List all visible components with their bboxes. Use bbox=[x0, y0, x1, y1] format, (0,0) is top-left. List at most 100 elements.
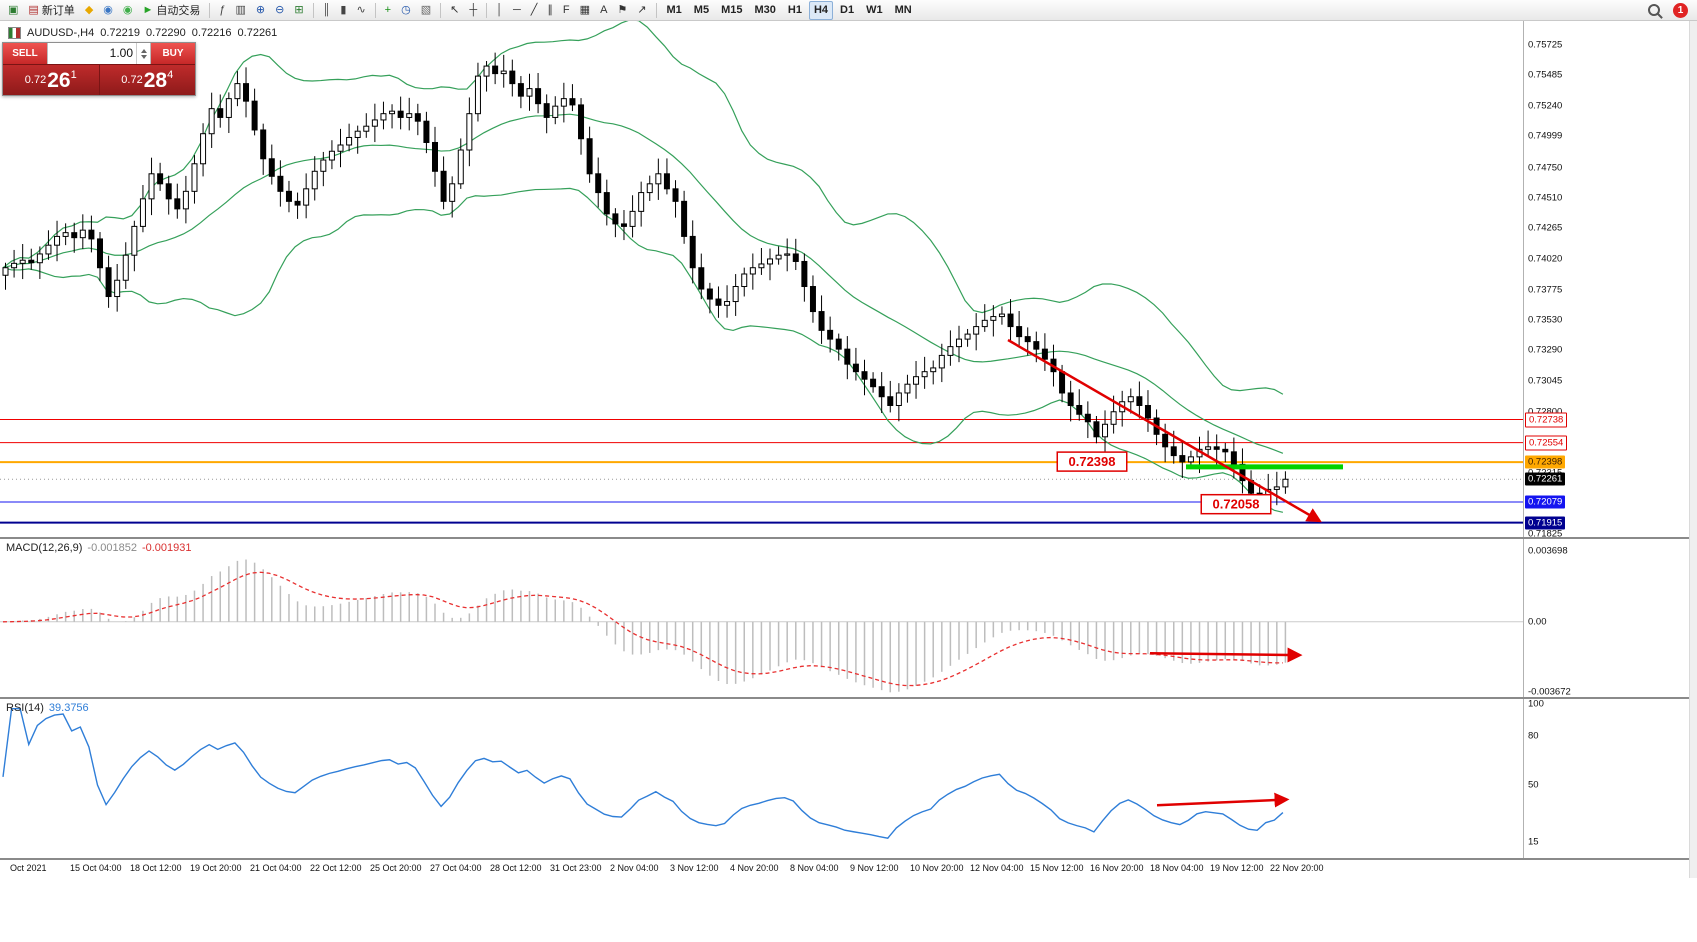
volume-value[interactable]: 1.00 bbox=[109, 46, 133, 60]
price-axis-label: 0.74510 bbox=[1528, 192, 1563, 204]
time-axis-label: 25 Oct 20:00 bbox=[370, 863, 422, 873]
mql5-market-button[interactable]: ◆ bbox=[81, 1, 97, 20]
crosshair-button[interactable]: ┼ bbox=[465, 1, 481, 20]
indicators-button-icon: ƒ bbox=[219, 3, 226, 16]
time-axis-label: 3 Nov 12:00 bbox=[670, 863, 719, 873]
autotrading-button[interactable]: ► 自动交易 bbox=[139, 1, 205, 20]
main-chart-canvas[interactable]: 0.72398 0.72058 bbox=[0, 21, 1523, 537]
shapes-button[interactable]: ▦ bbox=[576, 1, 594, 20]
channel-button[interactable]: ∥ bbox=[543, 1, 557, 20]
template-button-icon: ▧ bbox=[420, 3, 432, 16]
right-scrollbar[interactable] bbox=[1689, 21, 1697, 878]
sell-price-button[interactable]: 0.72 26 1 bbox=[3, 65, 99, 95]
cursor-button[interactable]: ↖ bbox=[446, 1, 463, 20]
time-axis[interactable]: Oct 2021 15 Oct 04:00 18 Oct 12:00 19 Oct 2… bbox=[0, 858, 1697, 878]
macd-label: MACD(12,26,9) -0.001852 -0.001931 bbox=[6, 542, 192, 554]
time-axis-label: Oct 2021 bbox=[10, 863, 47, 873]
zoom-out-button[interactable]: ⊖ bbox=[271, 1, 288, 20]
search-button[interactable] bbox=[1644, 1, 1664, 20]
price-axis-label: 0.74020 bbox=[1528, 253, 1563, 265]
timeframe-w1[interactable]: W1 bbox=[861, 1, 888, 20]
timeframe-h1-label: H1 bbox=[787, 4, 802, 16]
bar-chart-button[interactable]: ║ bbox=[319, 1, 335, 20]
chart-low: 0.72216 bbox=[191, 27, 232, 39]
indicators-button[interactable]: ƒ bbox=[215, 1, 229, 20]
one-click-trading-panel: SELL 1.00 BUY 0.72 26 1 0.72 28 4 bbox=[2, 42, 196, 96]
macd-main-value: -0.001852 bbox=[87, 542, 137, 554]
notification-badge[interactable]: 1 bbox=[1673, 2, 1688, 18]
spinner-up-icon[interactable] bbox=[140, 48, 147, 53]
sell-price-sup: 1 bbox=[70, 69, 77, 81]
buy-button[interactable]: BUY bbox=[151, 43, 195, 64]
toolbar-separator bbox=[486, 2, 488, 18]
time-axis-label: 9 Nov 12:00 bbox=[850, 863, 899, 873]
vertical-line-button[interactable]: │ bbox=[492, 1, 507, 20]
zoom-in-button[interactable]: ⊕ bbox=[252, 1, 269, 20]
tile-windows-button[interactable]: ⊞ bbox=[290, 1, 307, 20]
add-indicator-button[interactable]: + bbox=[381, 1, 395, 20]
zoom-in-button-icon: ⊕ bbox=[255, 3, 266, 16]
time-axis-label: 16 Nov 20:00 bbox=[1090, 863, 1144, 873]
spinner-down-icon[interactable] bbox=[140, 54, 147, 59]
trendline-button[interactable]: ╱ bbox=[527, 1, 542, 20]
price-axis[interactable]: 0.75725 0.75485 0.75240 0.74999 0.74750 0.745… bbox=[1523, 21, 1697, 537]
timeframe-m1[interactable]: M1 bbox=[662, 1, 687, 20]
price-axis-label: 0.71825 bbox=[1528, 528, 1563, 537]
macd-canvas[interactable] bbox=[0, 539, 1523, 697]
timeframe-m30[interactable]: M30 bbox=[749, 1, 780, 20]
macd-axis[interactable]: 0.003698 0.00 -0.003672 bbox=[1523, 539, 1697, 697]
rsi-canvas[interactable] bbox=[0, 699, 1523, 858]
timeframe-d1[interactable]: D1 bbox=[835, 1, 859, 20]
toolbar-right: 1 bbox=[1643, 1, 1694, 20]
trendline-button-icon: ╱ bbox=[530, 3, 538, 16]
price-line-tag: 0.72738 bbox=[1525, 412, 1568, 428]
price-axis-label: 0.74999 bbox=[1528, 130, 1563, 142]
community-button[interactable]: ◉ bbox=[119, 1, 137, 20]
chart-open: 0.72219 bbox=[100, 27, 140, 39]
data-window-button[interactable]: ▥ bbox=[232, 1, 250, 20]
timeframe-m1-label: M1 bbox=[666, 4, 682, 16]
macd-pane: 0.003698 0.00 -0.003672 MACD(12,26,9) -0.0… bbox=[0, 537, 1697, 697]
macd-axis-label: 0.003698 bbox=[1528, 545, 1568, 557]
new-order-button-label: 新订单 bbox=[41, 5, 75, 17]
trade-panel-prices: 0.72 26 1 0.72 28 4 bbox=[3, 64, 195, 95]
timeframe-h4[interactable]: H4 bbox=[808, 0, 833, 20]
new-chart-button[interactable]: ▣ bbox=[4, 1, 22, 20]
main-chart-pane: 0.72398 0.72058 0.75725 0.75485 0.75240 0.74… bbox=[0, 21, 1697, 537]
rsi-axis-label: 50 bbox=[1528, 779, 1539, 791]
toolbar-separator bbox=[655, 2, 657, 18]
candlestick-chart-button[interactable]: ▮ bbox=[336, 1, 350, 20]
time-axis-label: 21 Oct 04:00 bbox=[250, 863, 302, 873]
rsi-axis[interactable]: 100 80 50 15 bbox=[1523, 699, 1697, 858]
svg-text:0.72398: 0.72398 bbox=[1069, 454, 1116, 469]
timeframe-m15[interactable]: M15 bbox=[716, 1, 747, 20]
timeframe-mn[interactable]: MN bbox=[890, 1, 917, 20]
fibonacci-button[interactable]: F bbox=[559, 1, 574, 20]
new-order-button[interactable]: ▤ 新订单 bbox=[24, 1, 78, 20]
price-annotation-label: 0.72058 bbox=[1200, 493, 1272, 515]
price-axis-label: 0.74750 bbox=[1528, 162, 1563, 174]
template-button[interactable]: ▧ bbox=[417, 1, 435, 20]
timeframe-m5[interactable]: M5 bbox=[689, 1, 714, 20]
buy-price-button[interactable]: 0.72 28 4 bbox=[98, 65, 195, 95]
label-button[interactable]: ⚑ bbox=[613, 1, 631, 20]
tile-windows-button-icon: ⊞ bbox=[294, 3, 304, 16]
sell-button[interactable]: SELL bbox=[3, 43, 47, 64]
chart-workspace: 0.72398 0.72058 0.75725 0.75485 0.75240 0.74… bbox=[0, 21, 1697, 942]
timeframe-h1[interactable]: H1 bbox=[783, 1, 807, 20]
time-axis-label: 19 Oct 20:00 bbox=[190, 863, 242, 873]
price-axis-label: 0.73775 bbox=[1528, 284, 1563, 296]
volume-field[interactable]: 1.00 bbox=[47, 43, 151, 64]
text-button[interactable]: A bbox=[596, 1, 611, 20]
period-button[interactable]: ◷ bbox=[397, 1, 415, 20]
line-chart-button[interactable]: ∿ bbox=[352, 1, 369, 20]
arrows-button-icon: ↗ bbox=[637, 3, 647, 16]
arrows-button[interactable]: ↗ bbox=[633, 1, 650, 20]
volume-spinner[interactable] bbox=[136, 43, 150, 64]
time-axis-label: 4 Nov 20:00 bbox=[730, 863, 779, 873]
macd-axis-label: 0.00 bbox=[1528, 616, 1547, 628]
profile-button[interactable]: ◉ bbox=[99, 1, 117, 20]
current-price-tag: 0.72261 bbox=[1525, 472, 1566, 486]
time-axis-label: 22 Nov 20:00 bbox=[1270, 863, 1324, 873]
horizontal-line-button[interactable]: ─ bbox=[509, 1, 525, 20]
